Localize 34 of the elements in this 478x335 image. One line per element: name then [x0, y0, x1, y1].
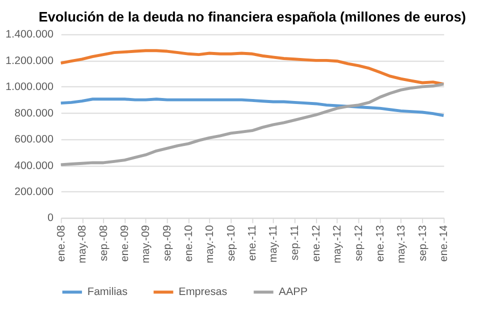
x-tick-label: ene.-11	[246, 225, 259, 261]
x-tick-label: sep.-12	[353, 225, 366, 262]
y-tick-label: 400.000	[14, 160, 54, 172]
y-tick-label: 1.000.000	[6, 81, 54, 94]
x-tick-label: ene.-08	[55, 225, 68, 262]
x-tick-label: may.-11	[268, 225, 280, 262]
x-tick-label: ene.-13	[374, 225, 386, 262]
y-tick-label: 200.000	[14, 186, 54, 198]
line-series	[59, 98, 446, 117]
x-tick-label: sep.-11	[289, 225, 302, 260]
x-tick-label: sep.-10	[225, 225, 238, 262]
legend-label: Familias	[87, 286, 128, 298]
x-tick-label: sep.-08	[98, 225, 110, 262]
legend-label: AAPP	[278, 286, 308, 298]
y-tick-label: 0	[47, 212, 54, 224]
x-tick-label: may.-10	[204, 225, 216, 264]
y-tick-label: 800.000	[14, 107, 54, 120]
x-tick-label: ene.-10	[182, 225, 195, 262]
x-tick-label: ene.-14	[438, 225, 450, 262]
y-tick-label: 1.200.000	[6, 54, 54, 67]
line-series	[59, 49, 446, 86]
x-tick-label: may.-08	[76, 225, 88, 264]
x-tick-label: may.-12	[332, 225, 344, 264]
y-tick-label: 600.000	[14, 134, 54, 146]
y-tick-label: 1.400.000	[6, 28, 54, 41]
legend-label: Empresas	[178, 286, 228, 298]
x-tick-label: sep.-09	[162, 225, 174, 262]
x-tick-label: may.-09	[140, 225, 152, 264]
x-tick-label: may.-13	[395, 225, 408, 264]
x-tick-label: ene.-12	[310, 225, 322, 262]
chart-title: Evolución de la deuda no financiera española (millones de euros)	[38, 9, 466, 24]
line-series	[59, 82, 446, 166]
x-tick-label: sep.-13	[416, 225, 429, 262]
x-tick-label: ene.-09	[119, 225, 132, 262]
